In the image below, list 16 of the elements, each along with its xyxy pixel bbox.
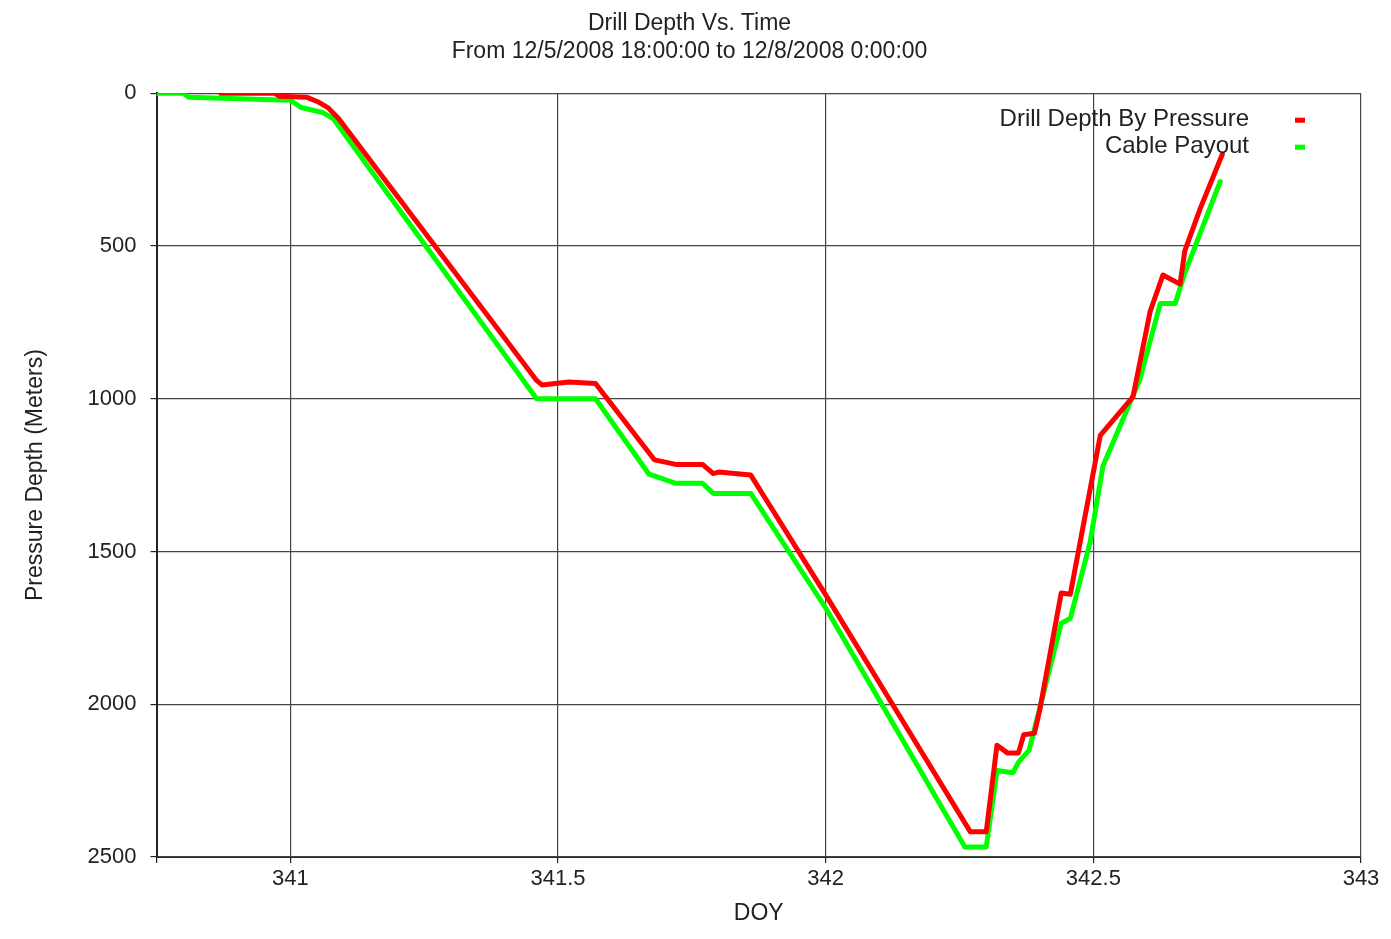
x-tick-label: 343 [1342, 865, 1380, 891]
y-tick-label: 0 [124, 79, 137, 105]
y-axis-title: Pressure Depth (Meters) [21, 349, 48, 602]
y-tick-label: 1500 [87, 537, 137, 563]
y-tick-label: 500 [99, 232, 137, 258]
legend-label: Cable Payout [1104, 130, 1250, 158]
x-axis-title: DOY [733, 898, 784, 925]
chart-subtitle: From 12/5/2008 18:00:00 to 12/8/2008 0:00:00 [451, 36, 928, 63]
x-tick-label: 342.5 [1065, 865, 1121, 891]
y-tick-label: 2000 [87, 690, 137, 716]
x-tick-label: 342 [807, 865, 845, 891]
y-tick-label: 1000 [87, 384, 137, 410]
chart-title: Drill Depth Vs. Time [587, 9, 792, 36]
x-tick-label: 341 [272, 865, 309, 891]
x-tick-label: 341.5 [530, 865, 586, 891]
y-tick-label: 2500 [87, 843, 137, 869]
